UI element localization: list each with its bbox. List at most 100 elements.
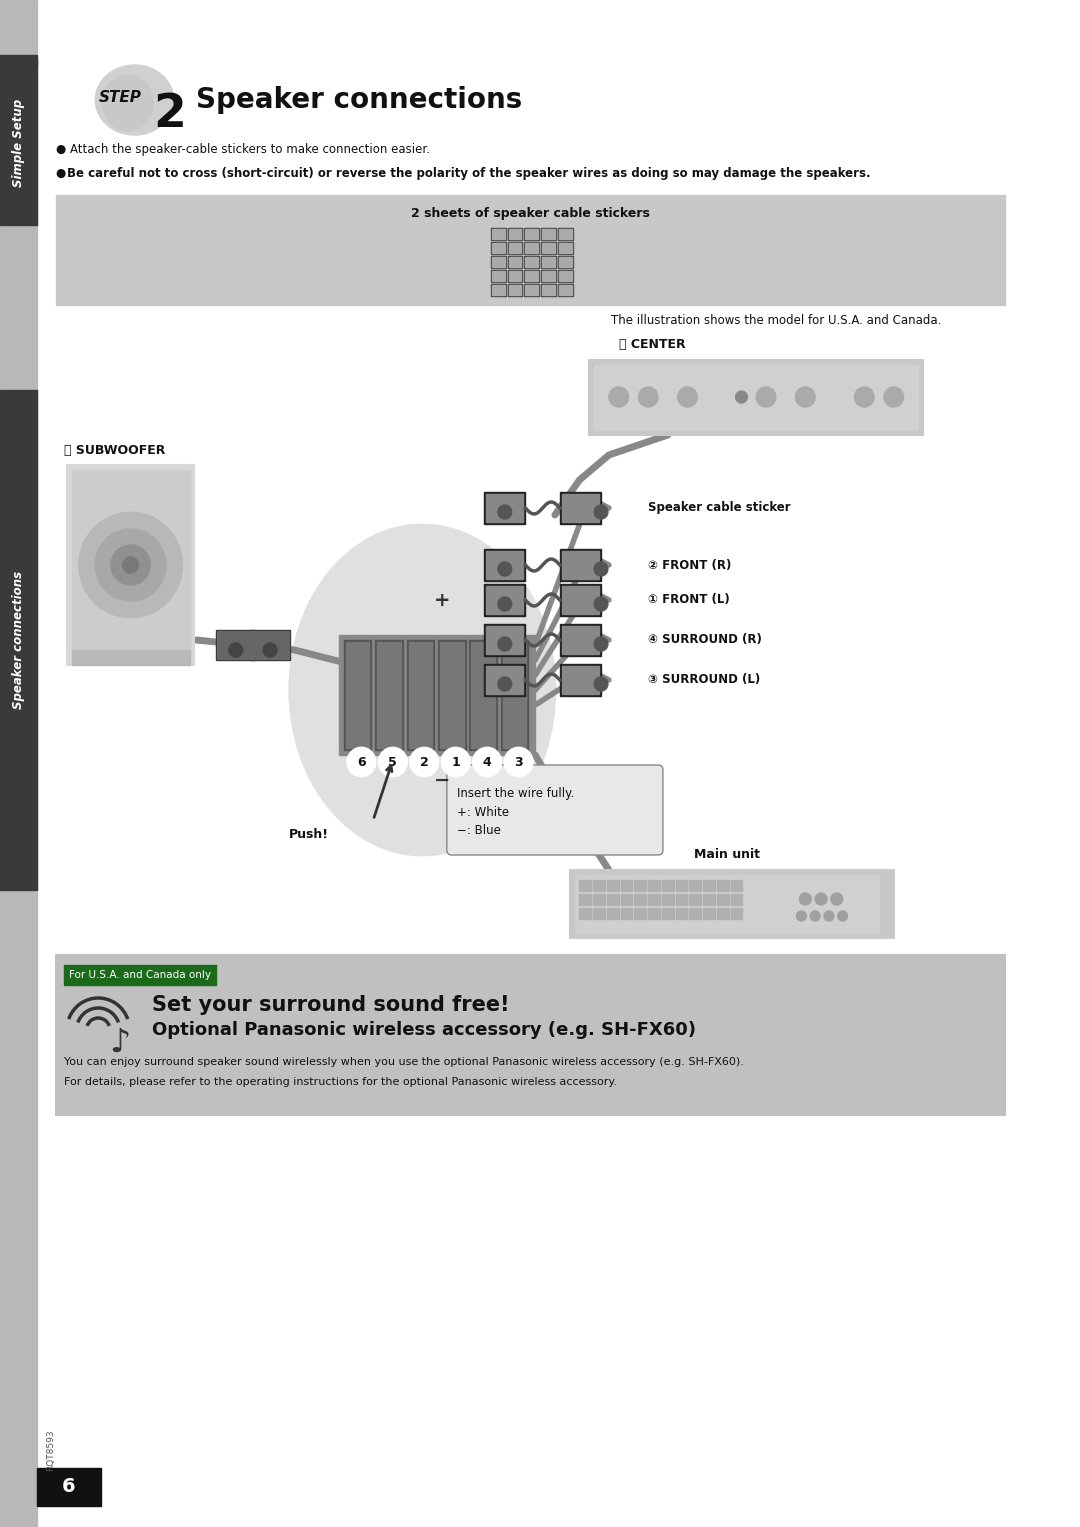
Text: 1: 1 [451,756,460,768]
Bar [648,880,660,890]
Circle shape [504,748,532,776]
Bar [558,284,572,296]
Circle shape [498,637,512,651]
Bar [541,257,556,269]
Bar [717,893,729,906]
Bar [38,1467,102,1506]
Text: ② FRONT (R): ② FRONT (R) [648,559,731,571]
Circle shape [838,912,848,921]
Circle shape [498,676,512,692]
Bar [689,880,701,890]
Bar [594,365,918,431]
Bar [484,625,526,657]
Circle shape [111,545,150,585]
Bar [648,909,660,919]
Bar [343,640,372,750]
Text: ⓕ SUBWOOFER: ⓕ SUBWOOFER [64,443,165,457]
Bar [559,492,602,524]
Bar [676,880,688,890]
Ellipse shape [95,66,174,134]
Text: 6: 6 [357,756,366,768]
Bar [541,241,556,253]
Bar [526,270,538,281]
Bar [558,229,571,240]
Bar [634,909,646,919]
Bar [607,893,619,906]
Circle shape [80,513,181,617]
Bar [558,286,571,295]
Bar [662,909,674,919]
Bar [509,257,522,267]
Bar [541,228,556,240]
Text: Set your surround sound free!: Set your surround sound free! [152,996,510,1015]
Circle shape [498,562,512,576]
Bar [542,286,555,295]
Bar [484,492,526,524]
Circle shape [756,386,775,408]
Bar [558,270,571,281]
Text: Optional Panasonic wireless accessory (e.g. SH-FX60): Optional Panasonic wireless accessory (e… [152,1022,697,1038]
Bar [717,909,729,919]
Bar [542,229,555,240]
Bar [484,550,526,580]
Text: ① FRONT (L): ① FRONT (L) [648,594,730,606]
Bar [346,641,369,748]
Bar [558,257,571,267]
Bar [375,640,403,750]
Bar [71,651,190,664]
Text: −: Blue: −: Blue [457,825,500,837]
Bar [56,954,1004,1115]
Circle shape [95,528,166,602]
Text: For U.S.A. and Canada only: For U.S.A. and Canada only [69,970,212,980]
Bar [408,641,432,748]
Bar [491,284,505,296]
Bar [559,664,602,696]
Circle shape [638,386,658,408]
Bar [731,880,742,890]
Bar [526,243,538,253]
Bar [542,243,555,253]
Bar [0,55,38,66]
Circle shape [442,748,470,776]
Bar [676,909,688,919]
Bar [491,228,505,240]
Bar [562,495,599,522]
Circle shape [796,386,815,408]
Bar [559,550,602,580]
Text: The illustration shows the model for U.S.A. and Canada.: The illustration shows the model for U.S… [610,313,941,327]
Text: STEP: STEP [98,90,141,105]
Bar [471,641,495,748]
Bar [64,965,216,985]
Text: ④ SURROUND (R): ④ SURROUND (R) [648,634,762,646]
Bar [509,229,522,240]
Bar [508,241,523,253]
Circle shape [594,637,608,651]
Bar [503,641,526,748]
Circle shape [410,748,438,776]
Bar [486,586,524,614]
Bar [575,875,879,933]
Bar [558,257,572,269]
Bar [486,666,524,693]
Circle shape [831,893,842,906]
Circle shape [348,748,375,776]
Bar [593,893,605,906]
Bar [541,270,556,282]
Circle shape [594,562,608,576]
Bar [526,229,538,240]
Bar [509,243,522,253]
Text: Speaker connections: Speaker connections [197,86,523,115]
Bar [689,909,701,919]
Ellipse shape [289,525,555,855]
Text: 2: 2 [420,756,429,768]
Bar [509,286,522,295]
Bar [580,893,591,906]
Bar [569,870,894,938]
Bar [662,893,674,906]
Bar [621,880,633,890]
Bar [731,909,742,919]
Bar [526,257,538,267]
Text: ●: ● [56,166,70,180]
Bar [590,360,923,435]
Text: +: + [434,591,450,609]
